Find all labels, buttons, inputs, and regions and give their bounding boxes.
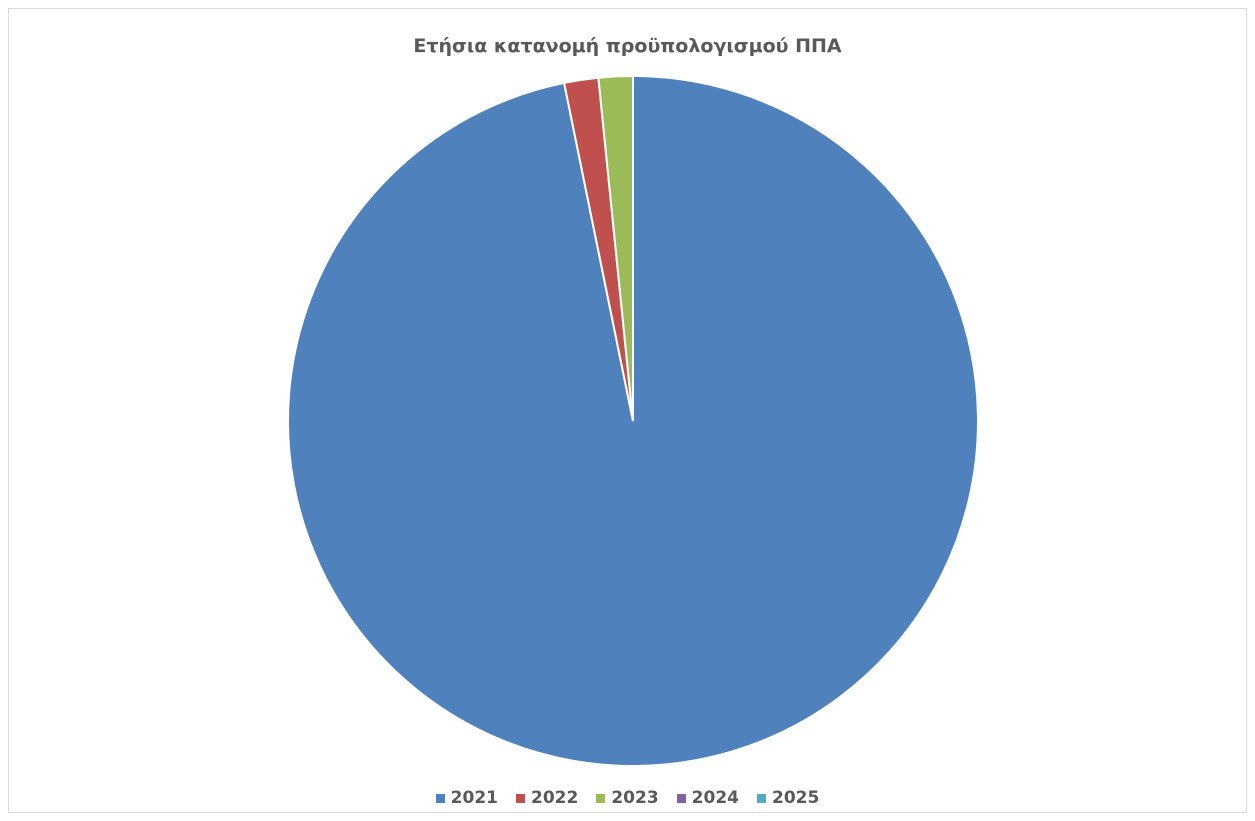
chart-title: Ετήσια κατανομή προϋπολογισμού ΠΠΑ <box>413 35 842 57</box>
legend-item-2022: 2022 <box>516 788 578 808</box>
legend-swatch <box>435 793 445 803</box>
legend-item-2021: 2021 <box>435 788 498 808</box>
legend-item-2025: 2025 <box>756 788 820 808</box>
legend-swatch <box>676 793 686 803</box>
pie-slice-2023 <box>597 74 634 422</box>
legend-swatch <box>516 793 525 803</box>
legend-label: 2022 <box>531 788 579 808</box>
legend-label: 2023 <box>611 788 659 808</box>
legend-item-2024: 2024 <box>676 788 739 808</box>
legend-item-2023: 2023 <box>596 788 659 808</box>
pie-chart <box>287 74 979 767</box>
legend-swatch <box>596 793 606 803</box>
legend-label: 2024 <box>691 788 739 808</box>
legend: 2021 2022 2023 2024 2025 <box>9 788 1246 808</box>
chart-area: Ετήσια κατανομή προϋπολογισμού ΠΠΑ 2021 2… <box>8 8 1247 813</box>
legend-label: 2021 <box>450 788 498 808</box>
legend-swatch <box>756 793 766 803</box>
legend-label: 2025 <box>771 788 820 808</box>
